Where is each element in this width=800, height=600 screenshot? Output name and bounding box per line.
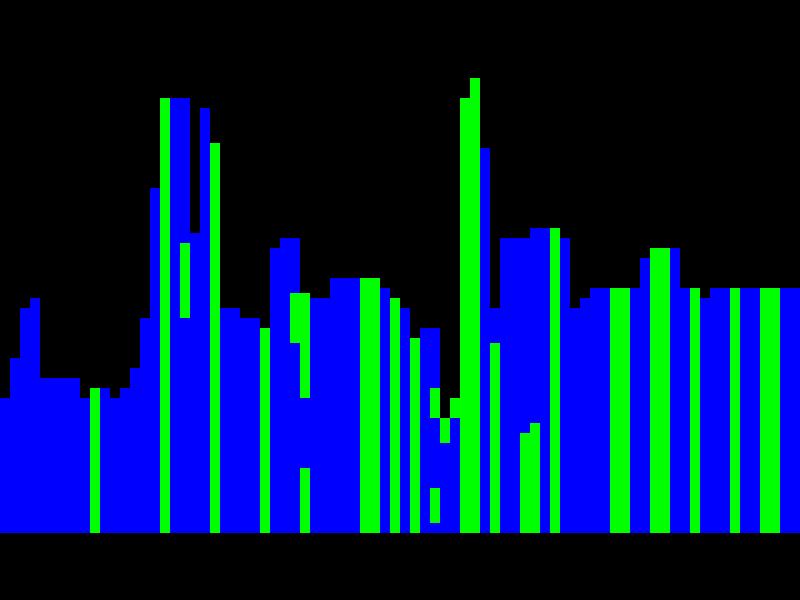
skyline-block-blue <box>430 328 440 373</box>
skyline-column-green <box>550 228 560 533</box>
skyline-column-green <box>490 308 500 533</box>
skyline-column-green <box>410 338 420 533</box>
skyline-column-blue <box>380 288 390 533</box>
skyline-column-blue <box>250 318 260 533</box>
skyline-column-green <box>730 288 740 533</box>
skyline-column-blue <box>340 278 350 533</box>
skyline-column-blue <box>740 288 750 533</box>
skyline-column-blue <box>40 378 50 533</box>
skyline-column-blue <box>710 288 720 533</box>
skyline-column-green <box>470 78 480 533</box>
skyline-block-blue <box>200 118 210 163</box>
skyline-block-blue <box>520 238 530 433</box>
skyline-block-blue <box>490 308 500 343</box>
skyline-column-blue <box>330 278 340 533</box>
skyline-column-blue <box>700 298 710 533</box>
skyline-block-blue <box>170 98 180 243</box>
skyline-block-blue <box>150 278 160 323</box>
skyline-column-blue <box>10 358 20 533</box>
skyline-block-green <box>210 143 220 233</box>
skyline-column-green <box>760 288 770 533</box>
skyline-column-blue <box>110 398 120 533</box>
skyline-column-blue <box>20 308 30 533</box>
skyline-block-blue <box>540 228 550 273</box>
skyline-column-blue <box>200 108 210 533</box>
skyline-column-blue <box>320 298 330 533</box>
skyline-column-blue <box>450 398 460 533</box>
skyline-block-green <box>450 398 460 418</box>
skyline-column-blue <box>640 258 650 533</box>
skyline-column-blue <box>630 288 640 533</box>
skyline-block-green <box>430 488 440 523</box>
skyline-column-blue <box>530 228 540 533</box>
skyline-column-green <box>610 288 620 533</box>
skyline-column-blue <box>100 388 110 533</box>
skyline-column-green <box>90 388 100 533</box>
skyline-column-green <box>660 248 670 533</box>
skyline-block-green <box>180 243 190 318</box>
skyline-column-blue <box>140 318 150 533</box>
skyline-column-blue <box>540 228 550 533</box>
skyline-block-green <box>430 388 440 418</box>
skyline-column-blue <box>480 148 490 533</box>
skyline-column-blue <box>580 298 590 533</box>
skyline-column-green <box>770 288 780 533</box>
skyline-block-green <box>650 248 660 258</box>
skyline-column-green <box>690 288 700 533</box>
skyline-block-green <box>290 293 300 343</box>
skyline-column-green <box>360 278 370 533</box>
skyline-column-blue <box>220 308 230 533</box>
skyline-column-blue <box>0 398 10 533</box>
skyline-column-blue <box>120 388 130 533</box>
skyline-column-blue <box>680 288 690 533</box>
skyline-column-blue <box>60 378 70 533</box>
skyline-column-blue <box>790 288 800 533</box>
skyline-column-blue <box>190 233 200 533</box>
skyline-column-blue <box>500 238 510 533</box>
skyline-column-blue <box>560 238 570 533</box>
skyline-column-blue <box>600 288 610 533</box>
skyline-column-blue <box>290 238 300 533</box>
skyline-column-blue <box>230 308 240 533</box>
skyline-column-blue <box>420 328 430 533</box>
skyline-column-blue <box>310 298 320 533</box>
skyline-column-green <box>210 143 220 533</box>
skyline-column-blue <box>280 238 290 533</box>
skyline-column-blue <box>350 278 360 533</box>
skyline-column-blue <box>150 188 160 533</box>
skyline-column-green <box>260 328 270 533</box>
skyline-column-blue <box>670 248 680 533</box>
skyline-column-blue <box>590 288 600 533</box>
skyline-block-blue <box>640 258 650 283</box>
skyline-column-green <box>460 98 470 533</box>
skyline-column-green <box>650 248 660 533</box>
skyline-column-blue <box>780 288 790 533</box>
skyline-column-blue <box>400 308 410 533</box>
skyline-column-blue <box>130 368 140 533</box>
skyline-column-blue <box>50 378 60 533</box>
skyline-column-blue <box>70 378 80 533</box>
skyline-column-blue <box>240 318 250 533</box>
skyline-column-blue <box>30 298 40 533</box>
skyline-block-blue <box>440 443 450 533</box>
skyline-column-green <box>160 98 170 533</box>
skyline-column-blue <box>720 288 730 533</box>
skyline-column-blue <box>80 398 90 533</box>
skyline-column-blue <box>750 288 760 533</box>
skyline-column-blue <box>170 98 180 533</box>
skyline-column-blue <box>570 308 580 533</box>
skyline-block-green <box>530 423 540 533</box>
skyline-column-green <box>620 288 630 533</box>
skyline-block-blue <box>430 418 440 448</box>
skyline-column-green <box>390 298 400 533</box>
skyline-column-blue <box>510 238 520 533</box>
skyline-block-blue <box>300 398 310 468</box>
skyline-column-green <box>370 278 380 533</box>
skyline-column-blue <box>270 248 280 533</box>
